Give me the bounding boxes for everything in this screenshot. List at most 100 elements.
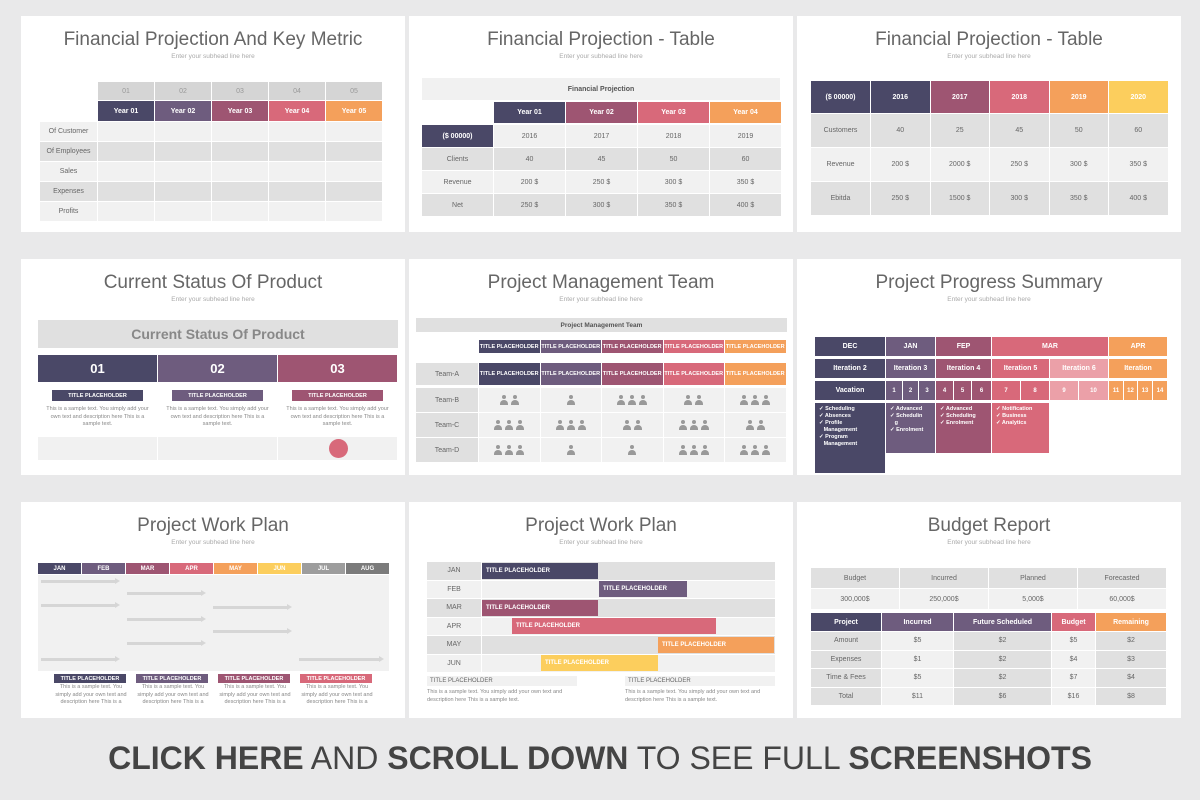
cta-click-here[interactable]: CLICK HERE — [108, 740, 304, 776]
title-placeholder: TITLE PLACEHOLDER — [300, 674, 372, 683]
gantt-bar: TITLE PLACEHOLDER — [658, 637, 774, 653]
table-cell — [98, 182, 154, 201]
title-placeholder: TITLE PLACEHOLDER — [218, 674, 290, 683]
title-placeholder: TITLE PLACEHOLDER — [52, 390, 143, 401]
task-arrow — [127, 616, 206, 622]
slide-financial-key-metric[interactable]: Financial Projection And Key Metric Ente… — [21, 16, 405, 232]
footer-cta[interactable]: CLICK HERE AND SCROLL DOWN TO SEE FULL S… — [0, 740, 1200, 777]
budget-cell: $1 — [882, 650, 953, 668]
table-cell — [212, 182, 268, 201]
table-cell — [269, 142, 325, 161]
col-number: 05 — [326, 82, 382, 100]
person-icon — [695, 395, 704, 405]
description: This is a sample text. You simply add yo… — [166, 406, 269, 427]
slide-financial-table-1[interactable]: Financial Projection - Table Enter your … — [409, 16, 793, 232]
table-cell — [212, 202, 268, 221]
person-icon — [678, 445, 687, 455]
cta-scroll-down: SCROLL DOWN — [387, 740, 629, 776]
col-header: TITLE PLACEHOLDER — [663, 340, 724, 353]
team-a-cell: TITLE PLACEHOLDER — [602, 363, 663, 385]
col-year: Year 02 — [566, 102, 637, 123]
team-label: Team-C — [416, 413, 478, 437]
table-cell: 45 — [566, 148, 637, 170]
person-icon — [740, 395, 749, 405]
task-arrow — [299, 656, 384, 662]
person-icon — [689, 420, 698, 430]
budget-cell: $4 — [1096, 669, 1166, 687]
person-icon — [505, 420, 514, 430]
row-label: Expenses — [811, 650, 881, 668]
day-number: 8 — [1021, 381, 1049, 400]
row-label: Expenses — [40, 182, 97, 201]
month-label: APR — [427, 617, 481, 635]
feature-item: ✓ Notification — [996, 406, 1033, 412]
feature-item: ✓ Absences — [819, 413, 851, 419]
top-value: 5,000$ — [989, 589, 1077, 609]
month-label: MAY — [427, 636, 481, 654]
year-cell: 2018 — [638, 125, 709, 147]
day-number: 3 — [919, 381, 935, 400]
member-cell — [540, 413, 601, 437]
feature-item: ✓ Program — [819, 434, 848, 440]
col-year: Year 05 — [326, 101, 382, 121]
table-cell — [326, 182, 382, 201]
slide-subhead: Enter your subhead line here — [171, 539, 255, 546]
person-icon — [499, 395, 508, 405]
budget-header: Budget — [1052, 613, 1095, 631]
row-label: Sales — [40, 162, 97, 181]
slide-budget-report[interactable]: Budget Report Enter your subhead line he… — [797, 502, 1181, 718]
table-cell: 45 — [990, 114, 1049, 147]
budget-cell: $5 — [882, 669, 953, 687]
table-cell — [326, 202, 382, 221]
member-cell — [540, 388, 601, 412]
feature-item: ✓ Profile — [819, 420, 843, 426]
gantt-bar: TITLE PLACEHOLDER — [482, 600, 598, 616]
status-number: 02 — [158, 355, 277, 382]
team-a-cell: TITLE PLACEHOLDER — [725, 363, 786, 385]
table-cell — [326, 162, 382, 181]
budget-header: Project — [811, 613, 881, 631]
table-cell: 200 $ — [871, 148, 930, 181]
budget-cell: $16 — [1052, 687, 1095, 705]
person-icon — [751, 445, 760, 455]
row-label: Ebitda — [811, 182, 870, 215]
slide-work-plan-2[interactable]: Project Work Plan Enter your subhead lin… — [409, 502, 793, 718]
iteration-header: Iteration 5 — [992, 359, 1049, 378]
table-banner: Financial Projection — [422, 78, 780, 100]
table-cell: 250 $ — [990, 148, 1049, 181]
table-cell: 60 — [1109, 114, 1168, 147]
status-track — [38, 437, 157, 460]
slide-project-team[interactable]: Project Management Team Enter your subhe… — [409, 259, 793, 475]
row-label: Net — [422, 194, 493, 216]
row-label: Total — [811, 687, 881, 705]
feature-list — [992, 403, 1049, 453]
col-year: Year 01 — [494, 102, 565, 123]
month-header: APR — [170, 563, 213, 574]
currency-cell: ($ 00000) — [422, 125, 493, 147]
slide-title: Project Management Team — [487, 272, 715, 293]
row-label: Clients — [422, 148, 493, 170]
month-header: JUN — [258, 563, 301, 574]
table-cell — [155, 122, 211, 141]
budget-cell: $2 — [954, 650, 1051, 668]
col-year: Year 03 — [638, 102, 709, 123]
month-header: MAY — [214, 563, 257, 574]
slide-progress-summary[interactable]: Project Progress Summary Enter your subh… — [797, 259, 1181, 475]
title-placeholder: TITLE PLACEHOLDER — [625, 676, 775, 686]
person-icon — [678, 420, 687, 430]
status-banner: Current Status Of Product — [38, 320, 398, 348]
row-label: Revenue — [811, 148, 870, 181]
member-cell — [479, 388, 540, 412]
slide-current-status[interactable]: Current Status Of Product Enter your sub… — [21, 259, 405, 475]
slide-title: Project Progress Summary — [875, 272, 1103, 293]
budget-header: Future Scheduled — [954, 613, 1051, 631]
day-number: 7 — [992, 381, 1020, 400]
table-cell: 400 $ — [1109, 182, 1168, 215]
month-header: JAN — [38, 563, 81, 574]
slide-financial-table-2[interactable]: Financial Projection - Table Enter your … — [797, 16, 1181, 232]
year-cell: 2017 — [566, 125, 637, 147]
gantt-bar: TITLE PLACEHOLDER — [599, 581, 687, 597]
member-cell — [725, 438, 786, 462]
slide-work-plan-1[interactable]: Project Work Plan Enter your subhead lin… — [21, 502, 405, 718]
person-icon — [622, 420, 631, 430]
